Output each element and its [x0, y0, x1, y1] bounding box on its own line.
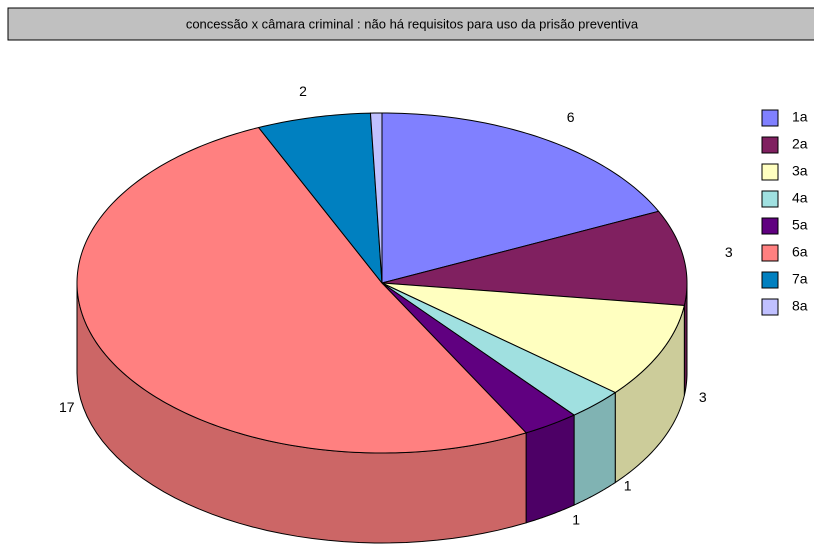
data-label: 1 [624, 477, 632, 493]
legend-swatch [761, 298, 779, 316]
legend-swatch [761, 163, 779, 181]
data-label: 3 [699, 389, 707, 405]
legend-label: 2a [792, 136, 808, 152]
data-label: 2 [299, 83, 307, 99]
legend-swatch [761, 136, 779, 154]
legend-swatch [761, 244, 779, 262]
legend-label: 6a [792, 244, 808, 260]
slice [381, 282, 617, 416]
legend-label: 3a [792, 163, 808, 179]
slice [381, 282, 685, 394]
title-bar [7, 7, 814, 41]
slice [76, 126, 528, 454]
data-label: 6 [567, 109, 575, 125]
legend-label: 4a [792, 190, 808, 206]
slice [257, 112, 383, 285]
data-label: 1 [572, 511, 580, 527]
legend-label: 7a [792, 271, 808, 287]
chart-title: concessão x câmara criminal : não há req… [186, 16, 639, 31]
slice [381, 112, 660, 284]
legend-label: 1a [792, 109, 808, 125]
slice-side [525, 414, 575, 524]
legend-label: 5a [792, 217, 808, 233]
slice [381, 282, 576, 434]
data-label: 3 [725, 244, 733, 260]
legend-label: 8a [792, 298, 808, 314]
slice [381, 210, 688, 306]
data-label: 17 [59, 399, 75, 415]
legend-swatch [761, 190, 779, 208]
slice [369, 112, 383, 284]
legend-swatch [761, 109, 779, 127]
legend-swatch [761, 217, 779, 235]
legend-swatch [761, 271, 779, 289]
